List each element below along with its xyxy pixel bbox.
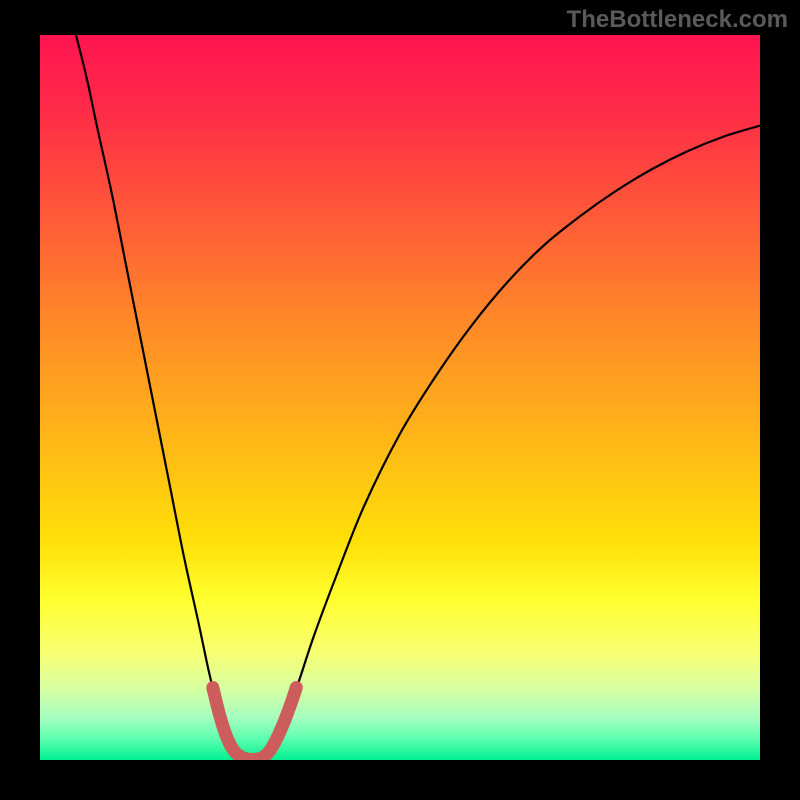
chart-svg <box>40 35 760 760</box>
chart-container: TheBottleneck.com <box>0 0 800 800</box>
gradient-background <box>40 35 760 760</box>
plot-area <box>40 35 760 760</box>
watermark-text: TheBottleneck.com <box>567 6 788 34</box>
